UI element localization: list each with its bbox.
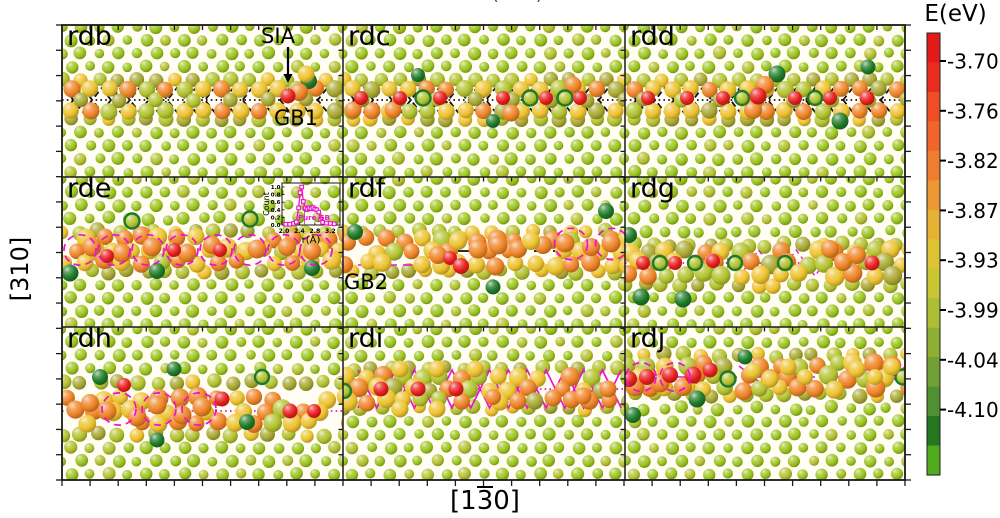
panel-label-rdj: rdj [630,327,666,354]
annotation-text-GB1: GB1 [274,106,318,130]
annotation-text-SIA: SIA [261,25,296,48]
panel-label-rdh: rdh [67,327,112,354]
panel-rde: 2.0 2.4 2.8 3.2 0.0 0.2 0.4 0.6 0.8 1.0 Count r(Å) P… [62,177,343,327]
panel-rdd: rdd [625,25,905,177]
x-axis-label: [130] [380,486,590,516]
panel-rdf-atoms: GB2 [343,177,625,327]
inset-xlabel: r(Å) [302,233,321,246]
colorbar-tick-label: -3.93 [947,249,999,273]
colorbar-tick-label: -3.70 [947,50,999,74]
colorbar-segments [927,33,940,476]
x-axis-label-prefix: [1 [450,486,477,516]
panel-label-rdg: rdg [630,177,675,204]
panel-rdb: SIA GB1 rdb [62,25,343,177]
colorbar-tick-label: -4.10 [947,398,999,422]
colorbar-tick-label: -3.99 [947,299,999,323]
svg-text:1.0: 1.0 [271,185,281,191]
svg-text:0.4: 0.4 [271,208,281,214]
bulk-lattice [625,327,905,480]
svg-text:0.2: 0.2 [271,215,281,221]
svg-text:0.8: 0.8 [271,193,281,199]
panel-rdi-atoms [343,327,625,480]
panel-label-rdd: rdd [630,25,675,52]
colorbar-tick-label: -3.76 [947,99,999,123]
y-axis-label: [310] [6,236,34,302]
colorbar-tick-label: -3.82 [947,149,999,173]
panel-rdi: rdi [343,327,625,480]
x-axis-label-suffix: 0] [493,486,520,516]
svg-text:0.0: 0.0 [271,223,281,229]
panel-label-rdb: rdb [67,25,112,52]
colorbar-tick-label: -4.04 [947,348,999,372]
panel-rdg: rdg [625,177,905,327]
panel-label-rde: rde [67,177,112,204]
colorbar-tick-label: -3.87 [947,199,999,223]
inset-ylabel: Count [262,192,271,216]
svg-text:2.4: 2.4 [294,228,305,235]
colorbar: -3.70 -3.76 -3.82 -3.87 -3.93 -3.99 -4.04 -4.10 [926,32,999,476]
panel-rdc: rdc [343,25,625,177]
caption-remnant: ( ) [492,0,612,6]
panel-rdh: rdh [62,327,343,480]
annotation-text-GB2: GB2 [344,270,388,294]
inset-legend: Pure GB [298,214,330,222]
panel-rdf: GB2 rdf [343,177,625,327]
svg-text:2.0: 2.0 [279,228,290,235]
svg-text:0.6: 0.6 [271,200,281,206]
panel-label-rdi: rdi [348,327,384,354]
colorbar-ticks: -3.70 -3.76 -3.82 -3.87 -3.93 -3.99 -4.04 -4.10 [940,50,999,422]
panel-rdj: rdj [625,327,905,480]
x-axis-label-overline-digit: 3 [476,486,494,516]
colorbar-title: E(eV) [924,1,987,27]
panel-rdj-atoms [625,327,905,480]
panel-label-rdc: rdc [348,25,391,52]
svg-text:3.2: 3.2 [325,228,336,235]
panel-label-rdf: rdf [348,177,386,204]
caption-remnant-text: ( ) [492,0,612,5]
svg-text:2.8: 2.8 [310,228,321,235]
